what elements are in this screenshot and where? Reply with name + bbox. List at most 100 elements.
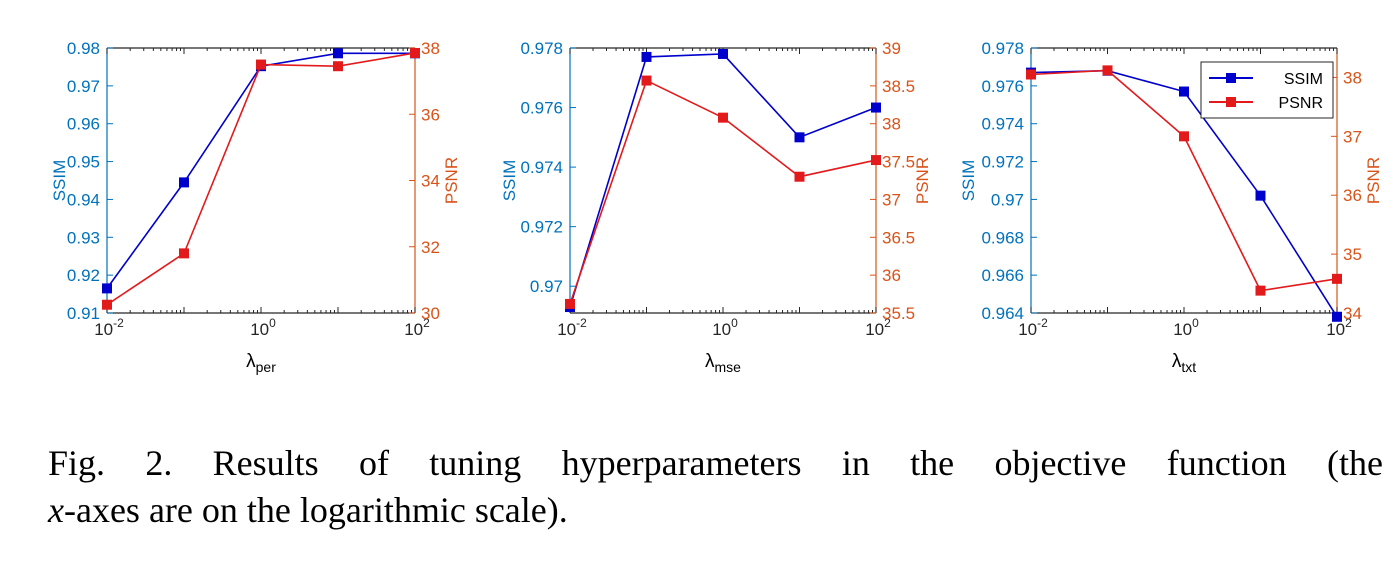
caption-word: hyperparameters <box>562 440 802 487</box>
caption-line-2: x-axes are on the logarithmic scale). <box>48 487 1383 534</box>
y-left-tick-label: 0.968 <box>981 228 1024 247</box>
data-point-ssim <box>1332 312 1342 322</box>
x-tick-label: 100 <box>1173 316 1199 339</box>
y-right-tick-label: 39 <box>882 39 901 58</box>
data-point-ssim <box>1256 191 1266 201</box>
y-right-tick-label: 32 <box>421 238 440 257</box>
caption-word: in <box>842 440 870 487</box>
chart-panel-1: 10-2 100 102 0.91 0.92 0.93 0.94 0.95 0.96 0.97 0.… <box>50 39 461 375</box>
series-line-psnr <box>107 53 415 305</box>
y-left-tick-label: 0.97 <box>67 77 100 96</box>
data-point-psnr <box>179 248 189 258</box>
series-line-ssim <box>107 53 415 288</box>
data-point-psnr <box>718 113 728 123</box>
series-line-ssim <box>570 54 876 307</box>
y-left-tick-label: 0.976 <box>520 99 563 118</box>
y-right-tick-label: 37 <box>1343 127 1362 146</box>
data-point-psnr <box>1103 65 1113 75</box>
y-right-axis-label: PSNR <box>442 157 461 204</box>
y-left-tick-label: 0.974 <box>520 158 563 177</box>
caption-word: 2. <box>145 440 172 487</box>
y-left-tick-label: 0.97 <box>530 277 563 296</box>
data-point-ssim <box>871 103 881 113</box>
x-tick-label: 100 <box>250 316 276 339</box>
data-point-psnr <box>565 299 575 309</box>
y-right-tick-label: 34 <box>421 172 440 191</box>
caption-word: of <box>359 440 389 487</box>
caption-word: function <box>1167 440 1287 487</box>
y-left-tick-label: 0.978 <box>520 39 563 58</box>
plot-area <box>102 48 420 310</box>
y-left-tick-label: 0.98 <box>67 39 100 58</box>
caption-word: Results <box>213 440 319 487</box>
data-point-psnr <box>1256 286 1266 296</box>
caption-word: Fig. <box>48 440 105 487</box>
y-left-axis-label: SSIM <box>500 160 519 202</box>
data-point-psnr <box>795 172 805 182</box>
figure: 10-2 100 102 0.91 0.92 0.93 0.94 0.95 0.96 0.97 0.… <box>0 0 1398 420</box>
y-left-tick-label: 0.974 <box>981 115 1024 134</box>
y-left-tick-label: 0.92 <box>67 266 100 285</box>
caption-word: objective <box>994 440 1126 487</box>
y-right-tick-label: 30 <box>421 304 440 323</box>
y-right-tick-label: 35 <box>1343 245 1362 264</box>
caption-line-1: Fig. 2. Results of tuning hyperparameter… <box>48 440 1383 487</box>
y-right-tick-label: 38 <box>882 115 901 134</box>
data-point-psnr <box>256 60 266 70</box>
data-point-ssim <box>1179 87 1189 97</box>
y-left-tick-label: 0.97 <box>991 190 1024 209</box>
caption-word: the <box>910 440 954 487</box>
y-left-tick-label: 0.96 <box>67 115 100 134</box>
x-axis-label: λtxt <box>1172 351 1196 375</box>
y-left-tick-label: 0.976 <box>981 77 1024 96</box>
caption-line-2-text: -axes are on the logarithmic scale). <box>64 490 568 530</box>
data-point-ssim <box>795 132 805 142</box>
data-point-psnr <box>642 76 652 86</box>
y-left-tick-label: 0.95 <box>67 153 100 172</box>
y-right-axis-label: PSNR <box>913 157 932 204</box>
data-point-psnr <box>1026 70 1036 80</box>
chart-panel-3: 10-2 100 102 0.964 0.966 0.968 0.97 0.972 0.974 0… <box>959 39 1383 375</box>
y-right-tick-label: 36 <box>882 266 901 285</box>
caption-word: (the <box>1327 440 1383 487</box>
x-axis-label: λmse <box>705 351 741 375</box>
y-left-tick-label: 0.972 <box>520 218 563 237</box>
chart-panel-2: 10-2 100 102 0.97 0.972 0.974 0.976 0.978 35.5 36… <box>500 39 932 375</box>
x-tick-label: 100 <box>712 316 738 339</box>
data-point-ssim <box>102 283 112 293</box>
y-left-tick-label: 0.91 <box>67 304 100 323</box>
data-point-ssim <box>718 49 728 59</box>
x-axis-label: λper <box>246 351 276 375</box>
y-right-tick-label: 36.5 <box>882 228 915 247</box>
legend-marker-psnr <box>1226 97 1236 107</box>
legend: SSIM PSNR <box>1201 62 1333 118</box>
y-right-tick-label: 37.5 <box>882 153 915 172</box>
y-left-axis-label: SSIM <box>50 160 69 202</box>
y-left-tick-label: 0.966 <box>981 266 1024 285</box>
y-left-tick-label: 0.972 <box>981 153 1024 172</box>
legend-label-ssim: SSIM <box>1284 71 1323 88</box>
data-point-psnr <box>1179 131 1189 141</box>
y-right-axis-label: PSNR <box>1364 157 1383 204</box>
y-right-tick-label: 36 <box>1343 186 1362 205</box>
data-point-ssim <box>333 48 343 58</box>
caption-x-variable: x <box>48 490 64 530</box>
y-left-tick-label: 0.94 <box>67 190 100 209</box>
y-left-axis-label: SSIM <box>959 160 978 202</box>
caption-word: tuning <box>429 440 521 487</box>
y-right-tick-label: 34 <box>1343 304 1362 323</box>
data-point-psnr <box>333 61 343 71</box>
y-right-tick-label: 37 <box>882 190 901 209</box>
data-point-psnr <box>410 48 420 58</box>
legend-label-psnr: PSNR <box>1279 95 1323 112</box>
data-point-psnr <box>102 300 112 310</box>
data-point-ssim <box>642 52 652 62</box>
y-right-tick-label: 38.5 <box>882 77 915 96</box>
x-tick-label: 10-2 <box>557 316 587 339</box>
y-right-tick-label: 38 <box>1343 68 1362 87</box>
legend-marker-ssim <box>1226 73 1236 83</box>
y-right-tick-label: 35.5 <box>882 304 915 323</box>
plot-area <box>565 49 881 312</box>
data-point-psnr <box>871 155 881 165</box>
figure-caption: Fig. 2. Results of tuning hyperparameter… <box>48 440 1383 534</box>
